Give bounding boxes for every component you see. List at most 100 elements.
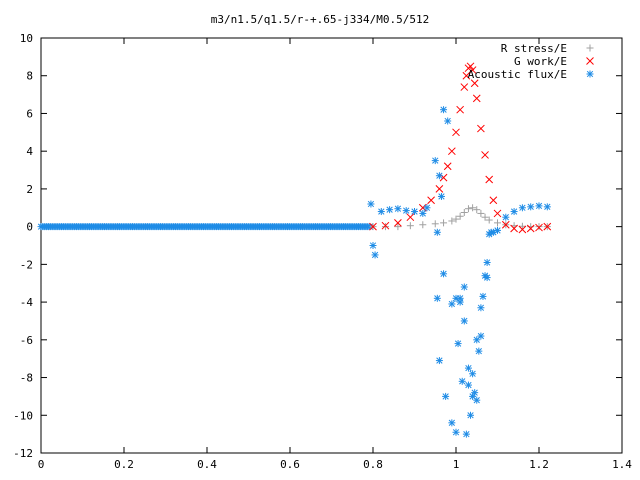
x-tick-label: 0.4 [197, 458, 217, 471]
y-tick-label: -10 [13, 409, 33, 422]
y-tick-label: -12 [13, 447, 33, 460]
data-point [377, 208, 385, 216]
data-point [452, 428, 460, 436]
x-tick-label: 0.2 [114, 458, 134, 471]
data-point [485, 175, 494, 184]
data-point [440, 106, 448, 114]
plot-frame [40, 37, 623, 454]
data-point [452, 128, 460, 137]
data-point [483, 258, 491, 266]
series-2 [367, 106, 551, 438]
data-point [394, 223, 402, 231]
data-point [448, 419, 456, 427]
data-point [460, 83, 469, 91]
data-point [435, 185, 444, 193]
y-tick-label: 8 [26, 70, 33, 83]
legend-marker [586, 57, 594, 65]
y-tick-label: -4 [20, 296, 34, 309]
y-tick-label: 4 [26, 145, 33, 158]
series-layer [37, 62, 552, 438]
data-point [431, 220, 439, 228]
data-point [394, 219, 402, 227]
data-point [543, 203, 551, 211]
data-point [460, 317, 468, 325]
data-point [462, 430, 470, 438]
data-point [406, 213, 415, 222]
data-point [423, 204, 431, 212]
data-point [489, 196, 498, 205]
data-point [435, 172, 443, 180]
data-point [477, 209, 485, 217]
legend-marker [586, 44, 594, 52]
data-point [460, 208, 468, 216]
data-point [433, 294, 441, 302]
data-point [444, 117, 452, 125]
data-point [402, 207, 410, 215]
x-axis: 0 0.2 0.4 0.6 0.8 1 1.2 1.4 [38, 38, 632, 471]
legend-label: R stress/E [501, 42, 567, 55]
data-point [518, 222, 526, 230]
data-point [487, 228, 495, 236]
data-point [535, 202, 543, 210]
data-point [367, 200, 375, 208]
y-tick-label: 2 [26, 183, 33, 196]
data-point [406, 222, 414, 230]
data-point [386, 206, 394, 214]
data-point [535, 223, 543, 232]
data-point [448, 300, 456, 308]
data-point [431, 157, 439, 165]
data-point [371, 251, 379, 259]
data-point [448, 217, 456, 225]
data-point [427, 196, 435, 205]
data-point [464, 364, 472, 372]
data-point [460, 283, 468, 291]
data-point [464, 205, 472, 213]
acoustic-flux-baseline [37, 223, 374, 231]
data-point [479, 292, 487, 300]
data-point [411, 208, 418, 216]
data-point [440, 219, 448, 227]
data-point [440, 270, 448, 278]
legend-label: G work/E [514, 55, 567, 68]
data-point [442, 392, 450, 400]
data-point [518, 225, 527, 234]
x-tick-label: 0 [38, 458, 45, 471]
y-tick-label: -8 [20, 372, 33, 385]
x-tick-label: 1 [453, 458, 460, 471]
data-point [468, 66, 477, 74]
data-point [452, 215, 460, 223]
data-point [369, 222, 377, 231]
data-point [464, 381, 472, 389]
data-point [443, 162, 452, 171]
data-point [466, 62, 475, 71]
data-point [481, 151, 489, 159]
data-point [447, 147, 456, 156]
data-point [470, 79, 479, 88]
data-point [475, 347, 483, 355]
data-point [469, 370, 477, 378]
y-tick-label: -6 [20, 334, 33, 347]
data-point [494, 226, 501, 234]
data-point [543, 222, 552, 231]
data-point [369, 242, 377, 249]
y-axis: 10 8 6 4 2 0 -2 -4 -6 -8 -10 -12 [13, 32, 622, 460]
y-tick-label: 6 [26, 107, 33, 120]
data-point [462, 71, 471, 80]
y-tick-label: 0 [26, 221, 33, 234]
data-point [493, 209, 502, 218]
y-tick-label: -2 [20, 258, 33, 271]
data-point [471, 389, 479, 397]
data-point [458, 377, 466, 385]
data-point [381, 221, 390, 230]
y-tick-label: 10 [20, 32, 33, 45]
data-point [494, 219, 501, 227]
data-point [477, 124, 485, 133]
x-tick-label: 0.6 [280, 458, 300, 471]
data-point [381, 223, 389, 231]
data-point [473, 336, 481, 344]
data-point [472, 94, 481, 103]
chart-title: m3/n1.5/q1.5/r-+.65-j334/M0.5/512 [211, 13, 430, 26]
data-point [518, 204, 526, 212]
data-point [419, 221, 427, 229]
legend-marker [586, 70, 594, 78]
